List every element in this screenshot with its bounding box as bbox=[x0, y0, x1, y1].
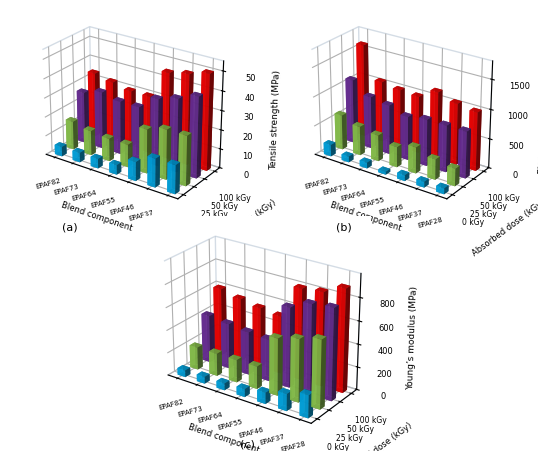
Y-axis label: Absorbed dose (kGy): Absorbed dose (kGy) bbox=[471, 198, 538, 258]
Text: (b): (b) bbox=[336, 222, 352, 232]
Text: (a): (a) bbox=[62, 222, 78, 232]
Y-axis label: Absorbed dose (kGy): Absorbed dose (kGy) bbox=[337, 420, 413, 451]
X-axis label: Blend component: Blend component bbox=[187, 422, 260, 451]
X-axis label: Blend component: Blend component bbox=[329, 200, 402, 232]
X-axis label: Blend component: Blend component bbox=[60, 200, 133, 232]
Text: (c): (c) bbox=[240, 438, 255, 448]
Y-axis label: Absorbed dose (kGy): Absorbed dose (kGy) bbox=[202, 198, 278, 258]
